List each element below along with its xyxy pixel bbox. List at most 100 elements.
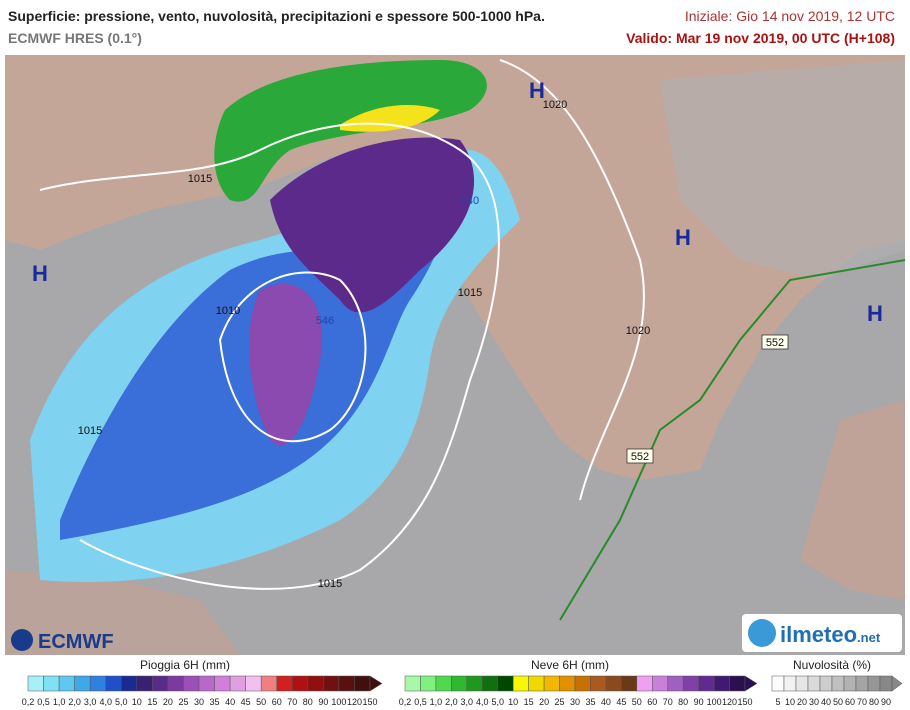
legend-tick-label: 20 xyxy=(163,697,173,707)
legend-swatch xyxy=(307,675,324,692)
legend-swatch xyxy=(605,675,622,692)
legend-swatch xyxy=(636,675,653,692)
legend-swatch xyxy=(354,675,371,692)
legend-swatch xyxy=(559,675,576,692)
legend-tick-label: 30 xyxy=(570,697,580,707)
legend-tick-label: 100 xyxy=(331,697,346,707)
legend-swatch xyxy=(229,675,246,692)
legend-arrow xyxy=(369,675,383,692)
ecmwf-logo: ECMWF xyxy=(38,631,114,653)
legend-tick-label: 90 xyxy=(318,697,328,707)
legend-swatch xyxy=(152,675,169,692)
legend-tick-label: 70 xyxy=(857,697,867,707)
legend-swatch xyxy=(338,675,355,692)
legend-tick-label: 150 xyxy=(737,697,752,707)
legend-swatch xyxy=(136,675,153,692)
legend-tick-label: 20 xyxy=(539,697,549,707)
legend-swatch xyxy=(621,675,638,692)
legend-swatch xyxy=(698,675,715,692)
legend-tick-label: 90 xyxy=(694,697,704,707)
legend-tick-label: 1,0 xyxy=(53,697,66,707)
legend-swatch xyxy=(404,675,421,692)
legend-swatch xyxy=(819,675,833,692)
legend-tick-label: 80 xyxy=(678,697,688,707)
legend-tick-label: 5,0 xyxy=(115,697,128,707)
legend-tick-label: 50 xyxy=(632,697,642,707)
legend-tick-label: 40 xyxy=(821,697,831,707)
legend-tick-label: 1,0 xyxy=(430,697,443,707)
legend-swatch xyxy=(783,675,797,692)
legend-swatch xyxy=(843,675,857,692)
legend-swatch xyxy=(58,675,75,692)
legend-swatch xyxy=(435,675,452,692)
legend-tick-label: 5,0 xyxy=(491,697,504,707)
thickness-label: 552 xyxy=(766,337,784,349)
legend-swatch xyxy=(543,675,560,692)
legend-tick-label: 70 xyxy=(663,697,673,707)
valid-time: Valido: Mar 19 nov 2019, 00 UTC (H+108) xyxy=(626,30,895,46)
legend-swatch xyxy=(167,675,184,692)
legend-tick-label: 4,0 xyxy=(99,697,112,707)
high-pressure: H xyxy=(32,261,48,286)
legend-swatch xyxy=(807,675,821,692)
legend-title: Pioggia 6H (mm) xyxy=(140,658,230,672)
init-time: Iniziale: Gio 14 nov 2019, 12 UTC xyxy=(685,8,895,24)
ilmeteo-logo: ilmeteo.net xyxy=(780,622,881,647)
legend-tick-label: 35 xyxy=(210,697,220,707)
snow-heavy xyxy=(340,105,440,132)
legend-swatch xyxy=(214,675,231,692)
land xyxy=(800,400,905,600)
legend-swatch xyxy=(713,675,730,692)
high-pressure: H xyxy=(867,301,883,326)
high-pressure: H xyxy=(675,225,691,250)
isobar-label: 1015 xyxy=(78,425,102,437)
isobar-label: 1015 xyxy=(318,578,342,590)
legend-tick-label: 0,5 xyxy=(37,697,50,707)
legend-arrow xyxy=(891,675,903,692)
legend-tick-label: 10 xyxy=(508,697,518,707)
thickness-line xyxy=(559,259,906,621)
legend-swatch xyxy=(682,675,699,692)
legend-tick-label: 20 xyxy=(797,697,807,707)
thickness-label: 552 xyxy=(631,451,649,463)
legend-swatch xyxy=(183,675,200,692)
legend-swatch xyxy=(652,675,668,692)
legend-swatch xyxy=(43,675,60,692)
legend-tick-label: 3,0 xyxy=(461,697,474,707)
thickness-label: 546 xyxy=(316,315,334,327)
legend-tick-label: 70 xyxy=(287,697,297,707)
legend-tick-label: 30 xyxy=(809,697,819,707)
isobar-label: 1020 xyxy=(543,99,567,111)
legend-tick-label: 45 xyxy=(616,697,626,707)
ilmeteo-suffix: .net xyxy=(857,630,881,645)
legend-swatch xyxy=(574,675,591,692)
legend-swatch xyxy=(590,675,607,692)
rain-heavy xyxy=(249,283,322,446)
isobar-label: 1010 xyxy=(216,305,240,317)
legend-arrow xyxy=(744,675,758,692)
legend-tick-label: 3,0 xyxy=(84,697,97,707)
cloud xyxy=(660,60,905,280)
legend-title: Neve 6H (mm) xyxy=(531,658,609,672)
legend-tick-label: 100 xyxy=(707,697,722,707)
legend-tick-label: 40 xyxy=(601,697,611,707)
legend-tick-label: 50 xyxy=(833,697,843,707)
legend-swatch xyxy=(466,675,483,692)
legend-tick-label: 2,0 xyxy=(445,697,458,707)
legend-tick-label: 120 xyxy=(347,697,362,707)
legend-tick-label: 120 xyxy=(722,697,737,707)
legend-swatch xyxy=(482,675,498,692)
legend-swatch xyxy=(27,675,44,692)
legend-swatch xyxy=(855,675,869,692)
legend-tick-label: 90 xyxy=(881,697,891,707)
legend-swatch xyxy=(867,675,881,692)
land xyxy=(5,570,240,655)
thickness-box xyxy=(626,448,654,464)
ilmeteo-name: ilmeteo xyxy=(780,622,857,647)
legend-swatch xyxy=(729,675,746,692)
legend-title: Nuvolosità (%) xyxy=(793,658,871,672)
legend-tick-label: 10 xyxy=(785,697,795,707)
legend-tick-label: 60 xyxy=(272,697,282,707)
rain-heavy xyxy=(270,137,475,313)
legend-tick-label: 60 xyxy=(647,697,657,707)
